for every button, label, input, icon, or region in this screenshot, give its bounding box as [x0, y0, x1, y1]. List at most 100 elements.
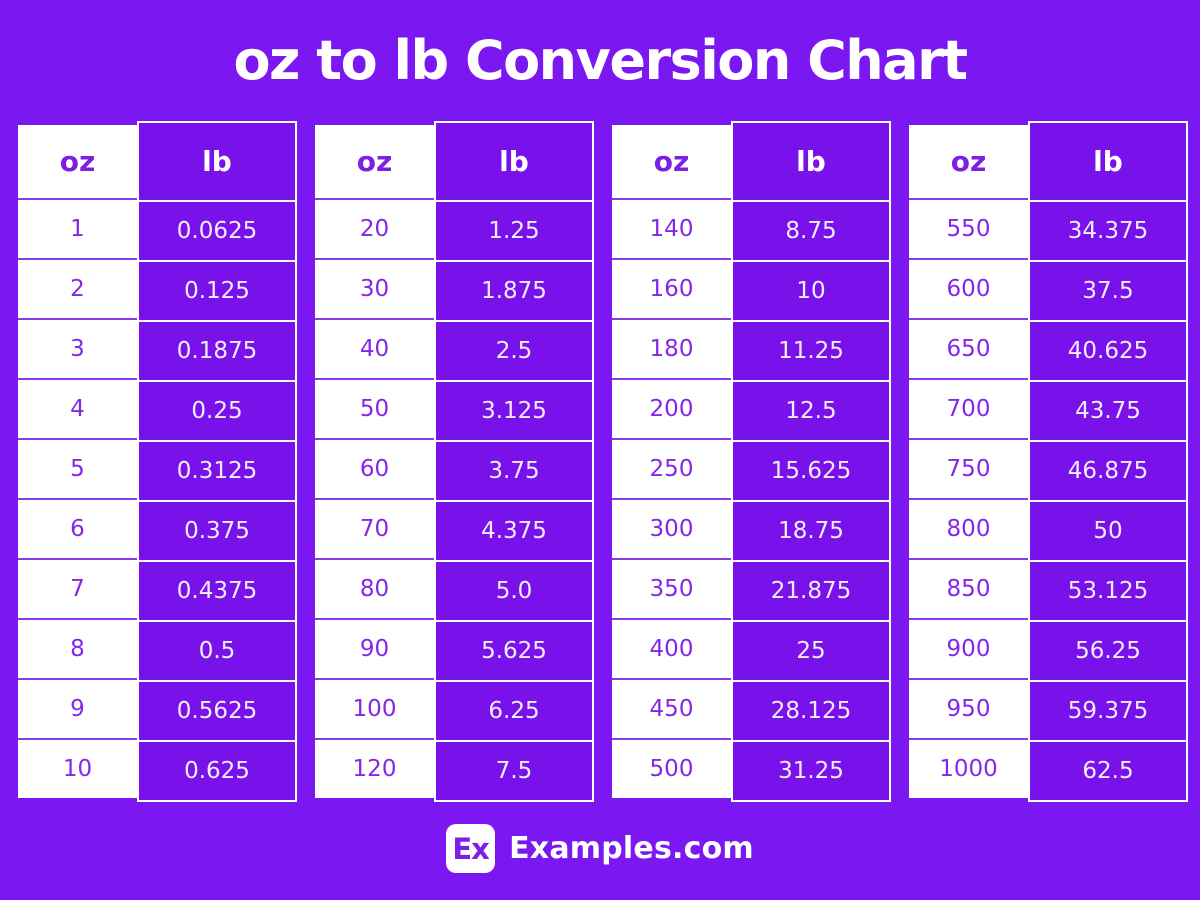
oz-column-header: oz [950, 145, 987, 179]
oz-value-cell: 8 [18, 618, 137, 678]
lb-column-header: lb [796, 145, 826, 179]
lb-value-cell: 12.5 [733, 380, 889, 440]
oz-value-cell: 30 [315, 258, 434, 318]
oz-column: oz 20 30 40 50 60 70 80 90 100 120 [315, 125, 434, 799]
oz-value-cell: 100 [315, 678, 434, 738]
oz-value-cell: 300 [612, 498, 731, 558]
oz-column: oz 140 160 180 200 250 300 350 400 450 500 [612, 125, 731, 799]
oz-value-cell: 5 [18, 438, 137, 498]
oz-value-cell: 3 [18, 318, 137, 378]
lb-value-cell: 56.25 [1030, 620, 1186, 680]
lb-value-cell: 34.375 [1030, 200, 1186, 260]
lb-value-cell: 11.25 [733, 320, 889, 380]
oz-value-cell: 7 [18, 558, 137, 618]
oz-value-cell: 20 [315, 198, 434, 258]
conversion-tables: oz 1 2 3 4 5 6 7 8 9 10 lb 0.0625 0.125 0.1875 0.25 0… [18, 121, 1188, 803]
lb-value-cell: 5.625 [436, 620, 592, 680]
lb-value-cell: 21.875 [733, 560, 889, 620]
lb-value-cell: 0.125 [139, 260, 295, 320]
lb-value-cell: 0.375 [139, 500, 295, 560]
lb-value-cell: 37.5 [1030, 260, 1186, 320]
footer: Ex Examples.com [0, 824, 1200, 874]
oz-value-cell: 70 [315, 498, 434, 558]
conversion-table-group: oz 20 30 40 50 60 70 80 90 100 120 lb 1.25 1.875 2.… [315, 121, 594, 803]
oz-value-cell: 40 [315, 318, 434, 378]
oz-value-cell: 160 [612, 258, 731, 318]
lb-value-cell: 2.5 [436, 320, 592, 380]
lb-value-cell: 31.25 [733, 740, 889, 800]
lb-value-cell: 15.625 [733, 440, 889, 500]
oz-column-header: oz [356, 145, 393, 179]
lb-value-cell: 25 [733, 620, 889, 680]
lb-value-cell: 53.125 [1030, 560, 1186, 620]
lb-value-cell: 0.5 [139, 620, 295, 680]
oz-value-cell: 450 [612, 678, 731, 738]
lb-value-cell: 3.75 [436, 440, 592, 500]
oz-value-cell: 140 [612, 198, 731, 258]
oz-value-cell: 750 [909, 438, 1028, 498]
oz-value-cell: 800 [909, 498, 1028, 558]
lb-column: lb 8.75 10 11.25 12.5 15.625 18.75 21.875 25 28.… [731, 121, 891, 803]
oz-value-cell: 350 [612, 558, 731, 618]
lb-value-cell: 46.875 [1030, 440, 1186, 500]
lb-value-cell: 3.125 [436, 380, 592, 440]
oz-value-cell: 650 [909, 318, 1028, 378]
oz-column-header: oz [59, 145, 96, 179]
oz-value-cell: 1 [18, 198, 137, 258]
oz-value-cell: 60 [315, 438, 434, 498]
oz-column-header: oz [653, 145, 690, 179]
lb-value-cell: 40.625 [1030, 320, 1186, 380]
conversion-table-group: oz 550 600 650 700 750 800 850 900 950 1000 lb 34… [909, 121, 1188, 803]
oz-value-cell: 50 [315, 378, 434, 438]
lb-value-cell: 1.25 [436, 200, 592, 260]
oz-value-cell: 700 [909, 378, 1028, 438]
lb-value-cell: 50 [1030, 500, 1186, 560]
oz-value-cell: 2 [18, 258, 137, 318]
lb-value-cell: 8.75 [733, 200, 889, 260]
lb-value-cell: 0.1875 [139, 320, 295, 380]
oz-value-cell: 850 [909, 558, 1028, 618]
oz-column: oz 550 600 650 700 750 800 850 900 950 1000 [909, 125, 1028, 799]
lb-value-cell: 1.875 [436, 260, 592, 320]
lb-value-cell: 0.5625 [139, 680, 295, 740]
lb-column-header: lb [202, 145, 232, 179]
lb-value-cell: 28.125 [733, 680, 889, 740]
oz-value-cell: 9 [18, 678, 137, 738]
examples-logo-icon: Ex [446, 824, 496, 874]
conversion-table-group: oz 140 160 180 200 250 300 350 400 450 500 lb 8.7… [612, 121, 891, 803]
lb-value-cell: 6.25 [436, 680, 592, 740]
lb-column: lb 34.375 37.5 40.625 43.75 46.875 50 53.125 56… [1028, 121, 1188, 803]
lb-column: lb 0.0625 0.125 0.1875 0.25 0.3125 0.375 0.437… [137, 121, 297, 803]
oz-value-cell: 250 [612, 438, 731, 498]
oz-column: oz 1 2 3 4 5 6 7 8 9 10 [18, 125, 137, 799]
oz-value-cell: 80 [315, 558, 434, 618]
oz-value-cell: 1000 [909, 738, 1028, 798]
lb-value-cell: 5.0 [436, 560, 592, 620]
lb-value-cell: 62.5 [1030, 740, 1186, 800]
oz-value-cell: 6 [18, 498, 137, 558]
oz-value-cell: 600 [909, 258, 1028, 318]
lb-value-cell: 4.375 [436, 500, 592, 560]
oz-value-cell: 4 [18, 378, 137, 438]
oz-value-cell: 950 [909, 678, 1028, 738]
oz-value-cell: 500 [612, 738, 731, 798]
lb-column: lb 1.25 1.875 2.5 3.125 3.75 4.375 5.0 5.625 6.2… [434, 121, 594, 803]
lb-value-cell: 43.75 [1030, 380, 1186, 440]
lb-value-cell: 0.3125 [139, 440, 295, 500]
lb-column-header: lb [499, 145, 529, 179]
lb-value-cell: 7.5 [436, 740, 592, 800]
oz-value-cell: 400 [612, 618, 731, 678]
conversion-table-group: oz 1 2 3 4 5 6 7 8 9 10 lb 0.0625 0.125 0.1875 0.25 0… [18, 121, 297, 803]
footer-site-name: Examples.com [509, 831, 754, 867]
oz-value-cell: 180 [612, 318, 731, 378]
lb-value-cell: 18.75 [733, 500, 889, 560]
page-title: oz to lb Conversion Chart [233, 29, 968, 92]
lb-value-cell: 0.4375 [139, 560, 295, 620]
oz-value-cell: 200 [612, 378, 731, 438]
oz-value-cell: 550 [909, 198, 1028, 258]
lb-value-cell: 0.25 [139, 380, 295, 440]
lb-value-cell: 10 [733, 260, 889, 320]
lb-value-cell: 0.0625 [139, 200, 295, 260]
oz-value-cell: 120 [315, 738, 434, 798]
lb-value-cell: 0.625 [139, 740, 295, 800]
